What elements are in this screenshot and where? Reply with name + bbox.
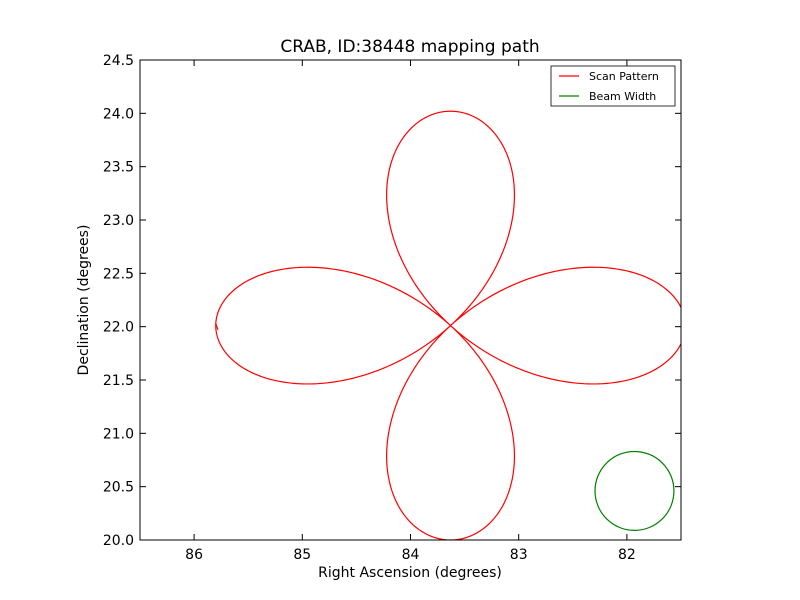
x-tick-label: 86 (185, 547, 203, 563)
legend: Scan Pattern Beam Width (550, 65, 676, 107)
x-tick-label: 83 (510, 547, 528, 563)
y-tick-label: 24.5 (103, 53, 134, 69)
y-tick-label: 23.0 (103, 213, 134, 229)
y-tick-label: 21.5 (103, 373, 134, 389)
y-tick-label: 21.0 (103, 426, 134, 442)
x-tick-label: 84 (402, 547, 420, 563)
legend-label-beam-width: Beam Width (589, 90, 656, 103)
scan-pattern-line (215, 110, 681, 540)
y-tick-label: 22.0 (103, 320, 134, 336)
legend-box (550, 65, 676, 107)
legend-label-scan-pattern: Scan Pattern (589, 70, 659, 83)
y-tick-label: 20.0 (103, 533, 134, 549)
y-tick-label: 22.5 (103, 266, 134, 282)
beam-width-circle (594, 450, 675, 531)
plot-area (140, 60, 681, 540)
x-tick-label: 85 (293, 547, 311, 563)
x-axis-label: Right Ascension (degrees) (318, 565, 502, 581)
y-tick-label: 23.5 (103, 160, 134, 176)
plot-frame (139, 59, 682, 541)
y-tick-label: 20.5 (103, 480, 134, 496)
chart-title: CRAB, ID:38448 mapping path (280, 37, 539, 57)
scan-pattern-tail (215, 323, 219, 331)
y-axis-label: Declination (degrees) (76, 225, 92, 376)
y-tick-label: 24.0 (103, 106, 134, 122)
x-tick-label: 82 (618, 547, 636, 563)
